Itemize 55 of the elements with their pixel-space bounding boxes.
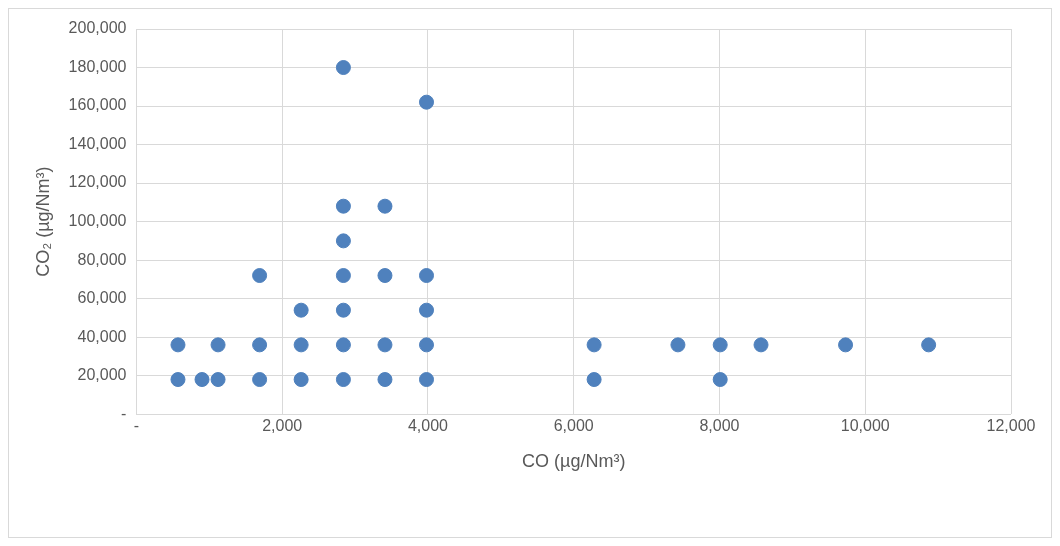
point (377, 337, 393, 353)
x-tick-label: - (133, 417, 140, 435)
y-tick-label: 100,000 (68, 212, 127, 230)
x-tick-label: 6,000 (553, 417, 594, 435)
y-axis-title: CO₂ (µg/Nm³) (32, 166, 53, 277)
point (712, 372, 728, 388)
point (252, 337, 268, 353)
point (293, 302, 309, 318)
point (419, 372, 434, 388)
point (838, 337, 854, 353)
x-tick-label: 4,000 (407, 417, 449, 435)
point (293, 337, 309, 353)
point (335, 233, 351, 249)
x-tick-label: 12,000 (986, 417, 1036, 435)
point (419, 337, 434, 353)
y-tick-label: 80,000 (77, 250, 127, 268)
y-tick-label: 140,000 (68, 134, 127, 152)
y-tick-label: 180,000 (68, 57, 127, 75)
x-axis-title: CO (µg/Nm³) (522, 451, 626, 472)
point (252, 372, 268, 388)
y-tick-label: 120,000 (68, 173, 127, 191)
point (377, 268, 393, 284)
point (921, 337, 937, 353)
point (712, 337, 728, 353)
y-tick-label: 20,000 (77, 366, 127, 384)
point (670, 337, 686, 353)
point (335, 60, 351, 76)
point (753, 337, 769, 353)
point (586, 337, 602, 353)
point (586, 372, 602, 388)
x-tick-label: 10,000 (840, 417, 890, 435)
point (419, 94, 434, 110)
point (335, 198, 351, 214)
y-tick-label: 40,000 (77, 327, 127, 345)
point (335, 268, 351, 284)
point (252, 268, 268, 284)
point (419, 302, 434, 318)
x-tick-label: 8,000 (699, 417, 740, 435)
point (377, 372, 393, 388)
point (194, 372, 210, 388)
point (335, 337, 351, 353)
y-tick-label: 60,000 (77, 289, 127, 307)
point (293, 372, 309, 388)
point (335, 372, 351, 388)
point (170, 372, 186, 388)
y-tick-label: - (121, 404, 127, 422)
y-tick-label: 160,000 (68, 96, 127, 114)
x-tick-label: 2,000 (262, 417, 303, 435)
point (210, 372, 226, 388)
point (419, 268, 434, 284)
point (170, 337, 186, 353)
point (335, 302, 351, 318)
point (377, 198, 393, 214)
point (210, 337, 226, 353)
y-tick-label: 200,000 (68, 19, 127, 37)
